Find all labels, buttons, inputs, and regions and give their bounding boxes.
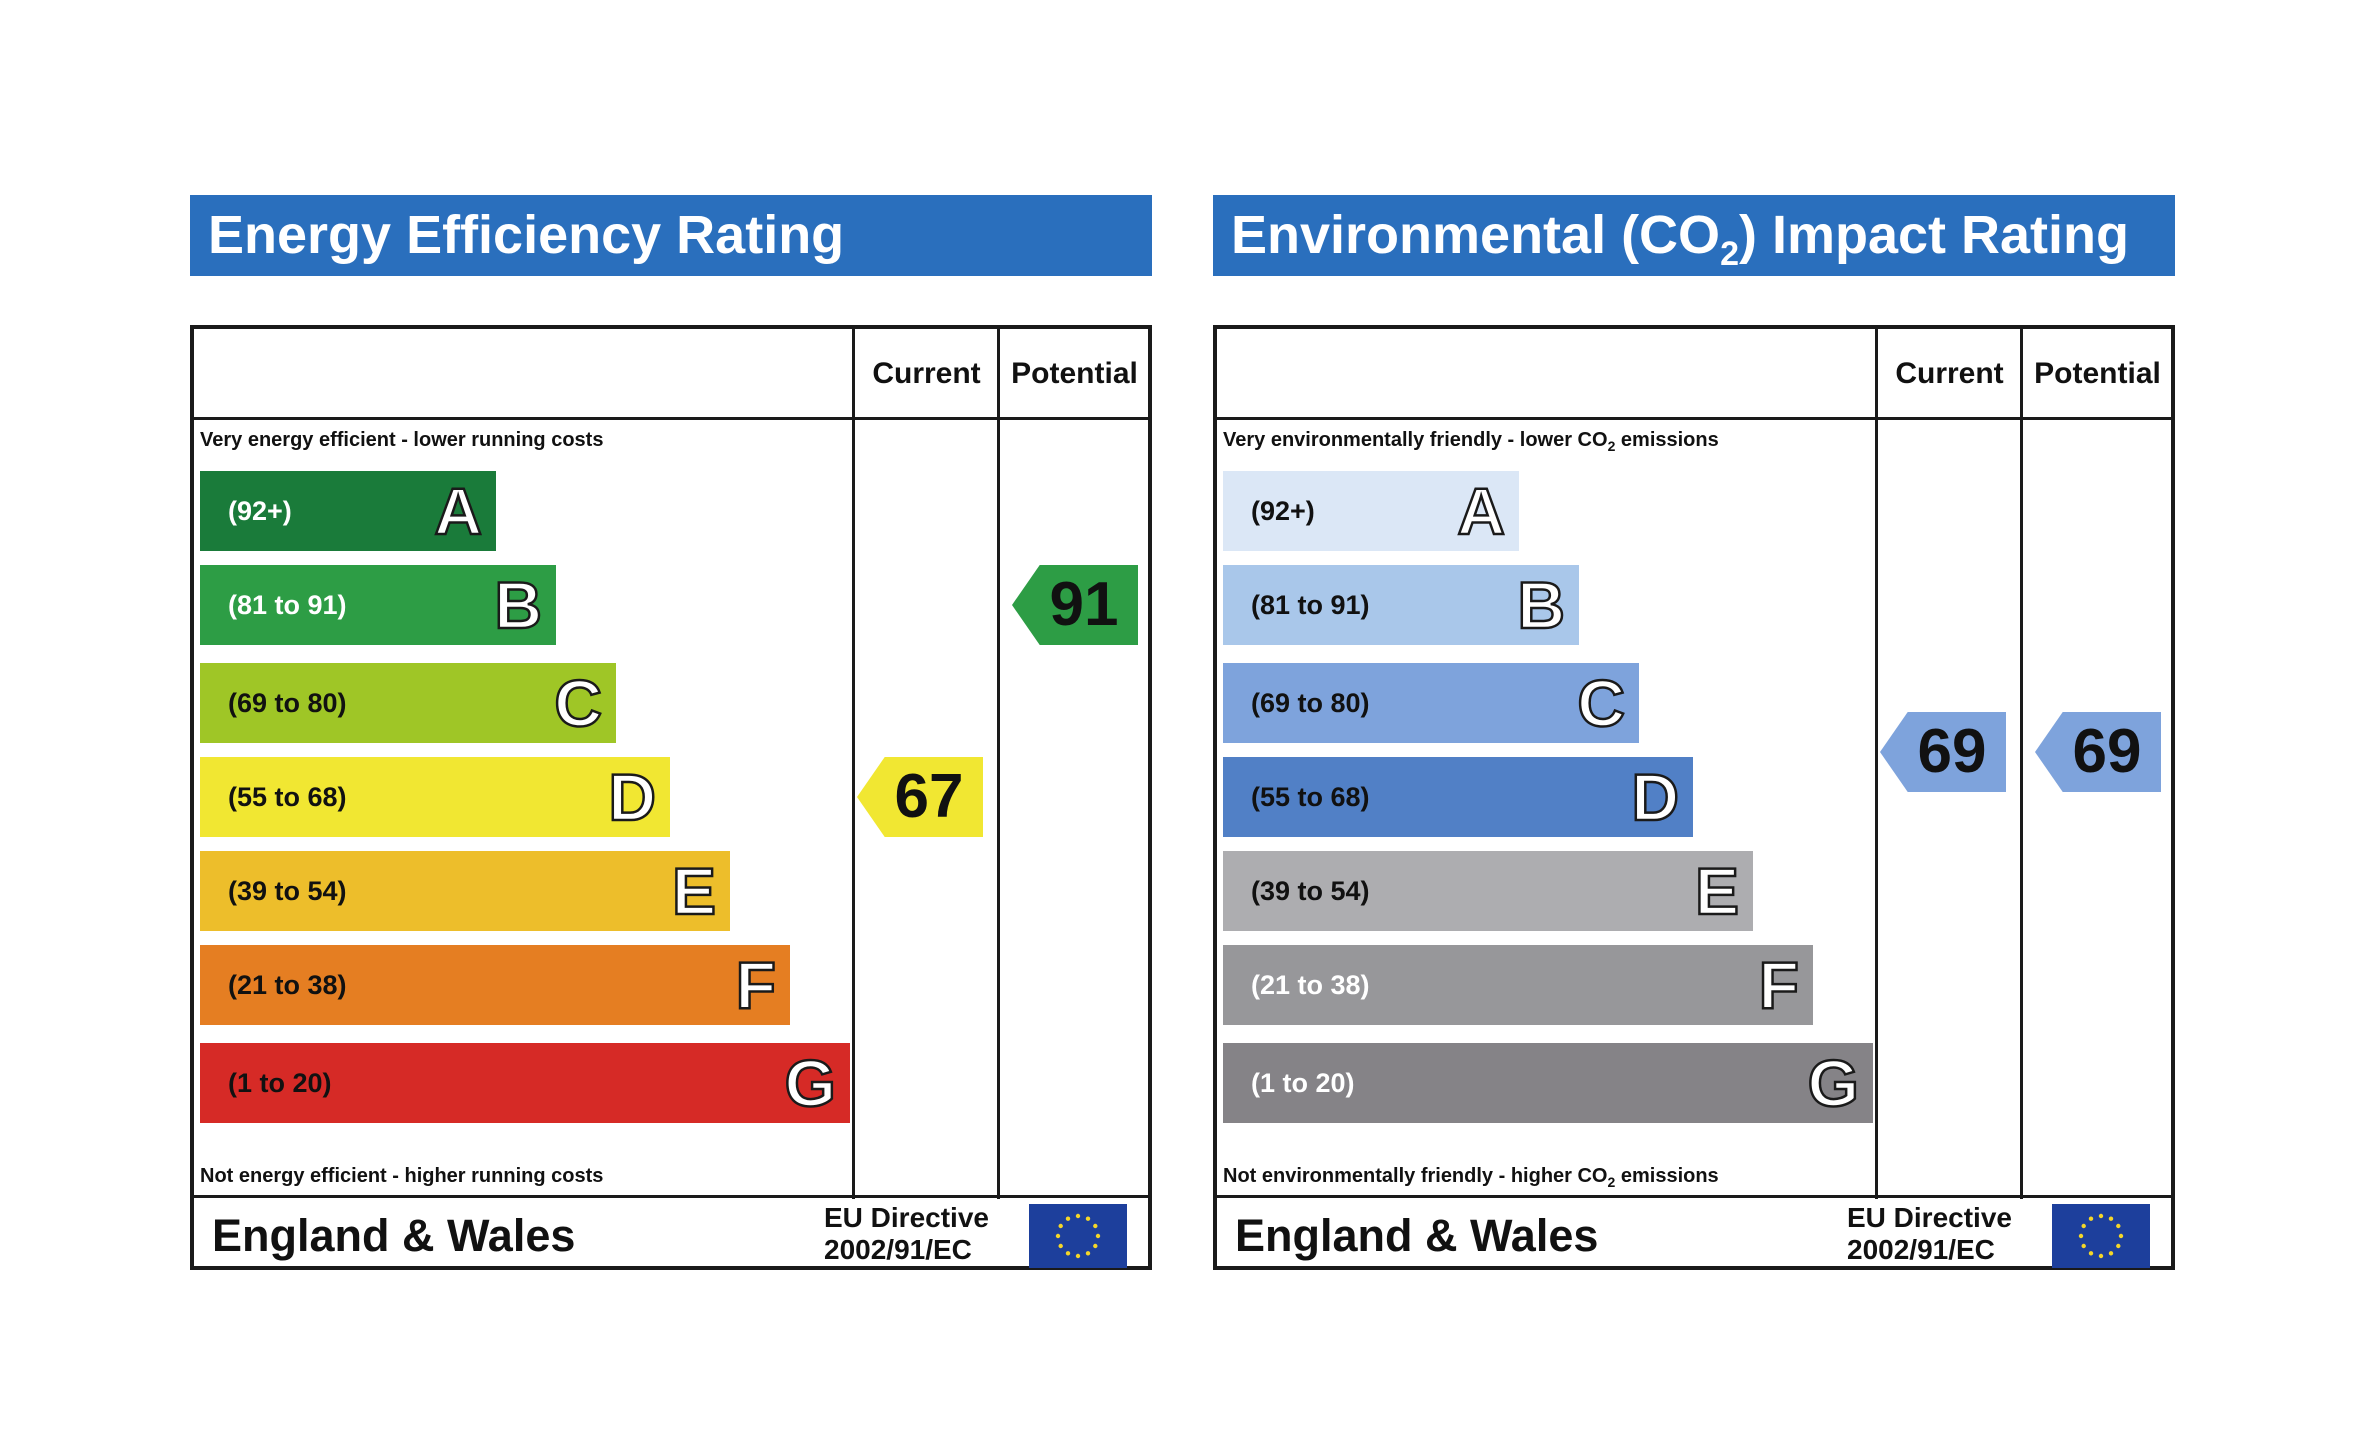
column-header-potential: Potential <box>2034 357 2161 390</box>
current-rating-arrow-value: 67 <box>894 762 964 831</box>
eu-flag-icon <box>2052 1204 2150 1268</box>
divider <box>852 329 855 1199</box>
band-letter: C <box>1576 665 1626 742</box>
rating-table: Current Potential Very energy efficient - … <box>190 325 1152 1270</box>
band-range-label: (1 to 20) <box>1251 1068 1355 1098</box>
top-note-end: emissions <box>1615 429 1719 451</box>
bottom-note-subscript: 2 <box>1607 1174 1616 1190</box>
band-letter: F <box>1757 947 1800 1024</box>
footer-directive: EU Directive 2002/91/EC <box>1847 1202 2012 1266</box>
divider <box>194 417 1148 420</box>
panel-title: Energy Efficiency Rating <box>190 195 1152 276</box>
band-a: (92+) A <box>1223 471 1519 551</box>
rating-panel-environmental: Environmental (CO2) Impact Rating Current… <box>1213 0 2175 1440</box>
panel-title-subscript: 2 <box>1720 234 1739 273</box>
band-range-label: (39 to 54) <box>1251 876 1370 906</box>
current-rating-arrow-value: 69 <box>1917 717 1987 786</box>
band-e: (39 to 54) E <box>200 851 730 931</box>
directive-line-1: EU Directive <box>824 1202 989 1233</box>
band-range-label: (92+) <box>1251 496 1315 526</box>
footer-region: England & Wales <box>212 1210 576 1261</box>
potential-rating-arrow: 91 <box>1012 565 1138 645</box>
rating-panel-energy: Energy Efficiency Rating Current Potential… <box>190 0 1152 1440</box>
band-g: (1 to 20) G <box>1223 1043 1873 1123</box>
panel-title-text: Environmental (CO <box>1231 205 1721 265</box>
column-header-potential: Potential <box>1011 357 1138 390</box>
band-a: (92+) A <box>200 471 496 551</box>
band-letter: G <box>1806 1045 1860 1122</box>
potential-rating-arrow-value: 69 <box>2072 717 2142 786</box>
bottom-note-end: emissions <box>1615 1165 1719 1187</box>
band-range-label: (92+) <box>228 496 292 526</box>
band-f: (21 to 38) F <box>200 945 790 1025</box>
band-letter: G <box>783 1045 837 1122</box>
potential-rating-arrow: 69 <box>2035 712 2161 792</box>
band-letter: F <box>734 947 777 1024</box>
divider <box>194 1195 1148 1198</box>
bottom-note: Not energy efficient - higher running co… <box>200 1165 603 1188</box>
band-letter: C <box>553 665 603 742</box>
band-b: (81 to 91) B <box>1223 565 1579 645</box>
directive-line-1: EU Directive <box>1847 1202 2012 1233</box>
column-header-current: Current <box>872 357 981 390</box>
rating-table: Current Potential Very environmentally fri… <box>1213 325 2175 1270</box>
divider <box>2020 329 2023 1199</box>
band-letter: B <box>493 567 543 644</box>
band-range-label: (1 to 20) <box>228 1068 332 1098</box>
top-note-text: Very energy efficient - lower running co… <box>200 429 604 451</box>
band-letter: D <box>607 759 657 836</box>
divider <box>1217 1195 2171 1198</box>
panel-title-end: ) Impact Rating <box>1738 205 2130 265</box>
top-note-text: Very environmentally friendly - lower CO <box>1223 429 1608 451</box>
band-range-label: (81 to 91) <box>1251 590 1370 620</box>
band-e: (39 to 54) E <box>1223 851 1753 931</box>
band-range-label: (69 to 80) <box>1251 688 1370 718</box>
band-letter: A <box>1456 473 1506 550</box>
band-d: (55 to 68) D <box>200 757 670 837</box>
band-range-label: (21 to 38) <box>1251 970 1370 1000</box>
panel-title: Environmental (CO2) Impact Rating <box>1213 195 2175 276</box>
current-rating-arrow: 69 <box>1880 712 2006 792</box>
top-note: Very energy efficient - lower running co… <box>200 429 603 452</box>
band-range-label: (21 to 38) <box>228 970 347 1000</box>
band-g: (1 to 20) G <box>200 1043 850 1123</box>
footer-region: England & Wales <box>1235 1210 1599 1261</box>
band-f: (21 to 38) F <box>1223 945 1813 1025</box>
band-range-label: (39 to 54) <box>228 876 347 906</box>
top-note-subscript: 2 <box>1607 438 1616 454</box>
bottom-note-text: Not environmentally friendly - higher CO <box>1223 1165 1608 1187</box>
footer-directive: EU Directive 2002/91/EC <box>824 1202 989 1266</box>
current-rating-arrow: 67 <box>857 757 983 837</box>
band-letter: E <box>1694 853 1741 930</box>
divider <box>997 329 1000 1199</box>
divider <box>1217 417 2171 420</box>
eu-flag-icon <box>1029 1204 1127 1268</box>
potential-rating-arrow-value: 91 <box>1049 570 1119 639</box>
column-header-current: Current <box>1895 357 2004 390</box>
panel-title-text: Energy Efficiency Rating <box>208 205 845 265</box>
band-b: (81 to 91) B <box>200 565 556 645</box>
band-letter: B <box>1516 567 1566 644</box>
band-c: (69 to 80) C <box>1223 663 1639 743</box>
band-range-label: (69 to 80) <box>228 688 347 718</box>
bottom-note: Not environmentally friendly - higher CO… <box>1223 1165 1719 1190</box>
directive-line-2: 2002/91/EC <box>1847 1234 1995 1265</box>
band-range-label: (81 to 91) <box>228 590 347 620</box>
bottom-note-text: Not energy efficient - higher running co… <box>200 1165 604 1187</box>
band-c: (69 to 80) C <box>200 663 616 743</box>
directive-line-2: 2002/91/EC <box>824 1234 972 1265</box>
band-letter: E <box>671 853 718 930</box>
band-letter: D <box>1630 759 1680 836</box>
divider <box>1875 329 1878 1199</box>
band-range-label: (55 to 68) <box>1251 782 1370 812</box>
band-range-label: (55 to 68) <box>228 782 347 812</box>
top-note: Very environmentally friendly - lower CO… <box>1223 429 1719 454</box>
band-d: (55 to 68) D <box>1223 757 1693 837</box>
band-letter: A <box>433 473 483 550</box>
